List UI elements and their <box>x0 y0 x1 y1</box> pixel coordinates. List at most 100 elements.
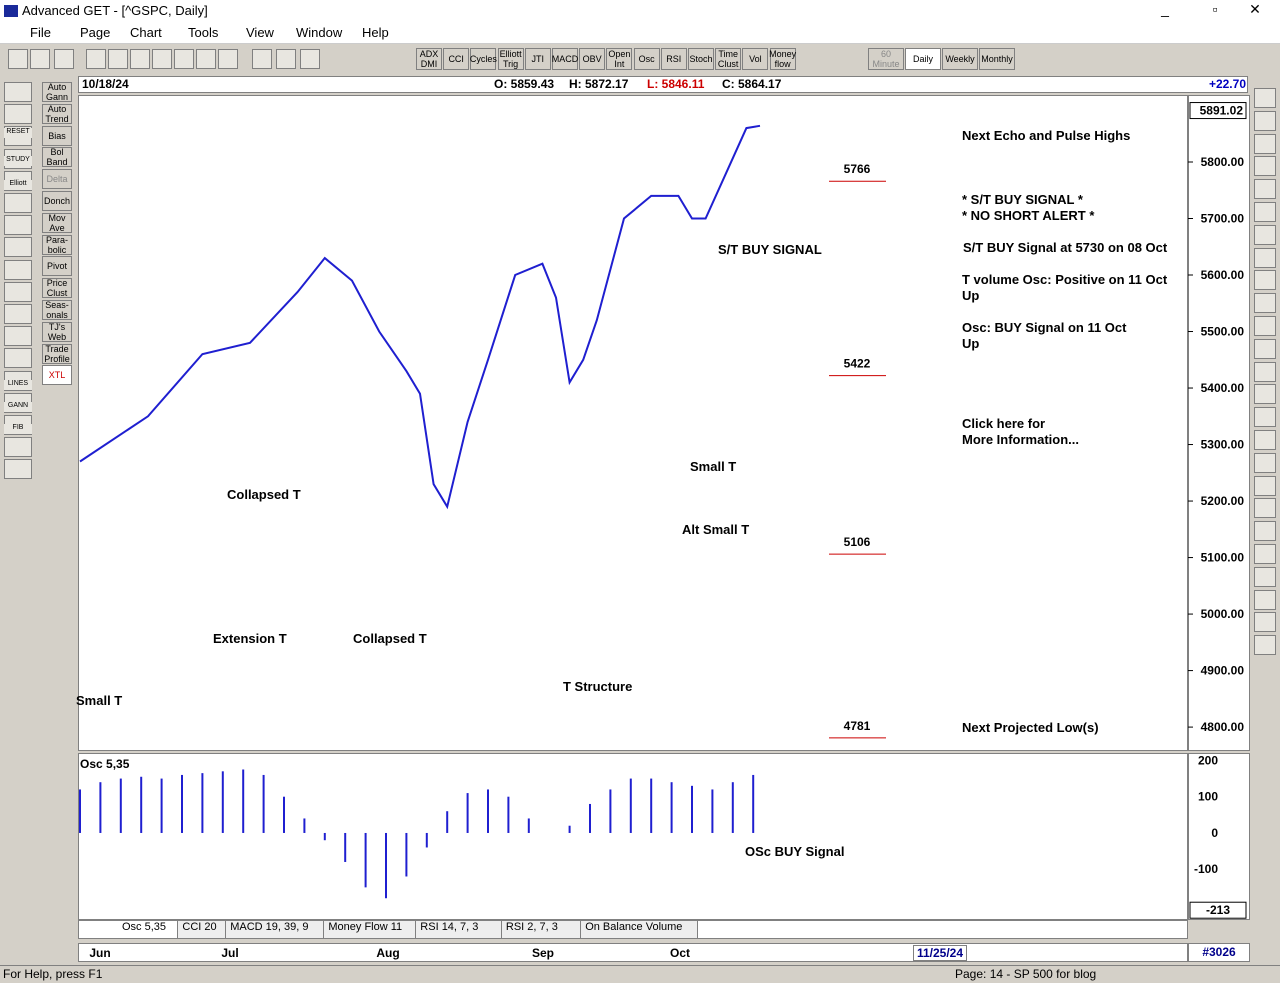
side-icon[interactable] <box>1254 475 1276 496</box>
side-icon[interactable] <box>1254 179 1276 200</box>
toolbar-button[interactable]: Open Int <box>606 48 633 70</box>
tool-icon[interactable] <box>300 49 320 69</box>
side-icon[interactable] <box>1254 430 1276 450</box>
side-icon[interactable] <box>1254 407 1276 428</box>
study-button[interactable]: Auto Gann <box>42 82 72 102</box>
tool-icon[interactable] <box>54 49 74 69</box>
study-button[interactable]: Pivot <box>42 256 72 277</box>
timeframe-button[interactable]: 60 Minute <box>868 48 904 70</box>
tool-icon[interactable] <box>4 215 32 236</box>
side-icon[interactable] <box>1254 452 1276 473</box>
tab[interactable]: RSI 14, 7, 3 <box>416 921 502 938</box>
side-icon[interactable] <box>1254 544 1276 564</box>
toolbar-button[interactable]: RSI <box>660 48 687 70</box>
tool-icon[interactable] <box>174 49 194 69</box>
study-button[interactable]: Trade Profile <box>42 343 72 364</box>
side-icon[interactable] <box>1254 635 1276 656</box>
tool-icon[interactable] <box>30 49 50 69</box>
tool-icon[interactable] <box>276 49 296 69</box>
study-button[interactable]: Delta <box>42 169 72 190</box>
menu-item[interactable]: Help <box>362 25 389 40</box>
side-icon[interactable] <box>1254 316 1276 336</box>
toolbar-button[interactable]: Vol <box>742 48 769 70</box>
tool-icon[interactable] <box>4 237 32 258</box>
tool-icon[interactable] <box>130 49 150 69</box>
toolbar-button[interactable]: Cycles <box>470 48 497 70</box>
side-icon[interactable] <box>1254 110 1276 131</box>
study-button[interactable]: TJ's Web <box>42 321 72 342</box>
toolbar-button[interactable]: Osc <box>633 48 660 70</box>
study-button[interactable]: Bol Band <box>42 147 72 168</box>
tab[interactable]: RSI 2, 7, 3 <box>501 921 582 938</box>
timeframe-button[interactable]: Monthly <box>979 48 1015 70</box>
window-button[interactable]: _ <box>1161 1 1169 17</box>
tool-icon[interactable] <box>8 49 28 69</box>
timeframe-button[interactable]: Weekly <box>942 48 978 70</box>
tool-icon[interactable] <box>86 49 106 69</box>
menu-item[interactable]: Tools <box>188 25 219 40</box>
tool-icon[interactable] <box>4 326 32 347</box>
window-button[interactable]: ✕ <box>1249 1 1261 17</box>
side-icon[interactable] <box>1254 566 1276 587</box>
study-button[interactable]: Auto Trend <box>42 103 72 124</box>
tool-icon[interactable] <box>4 82 32 102</box>
tool-icon[interactable] <box>4 437 32 458</box>
side-icon[interactable] <box>1254 338 1276 359</box>
side-icon[interactable] <box>1254 361 1276 382</box>
tool-icon[interactable] <box>152 49 172 69</box>
tool-icon[interactable] <box>252 49 272 69</box>
tool-icon[interactable] <box>4 104 32 125</box>
toolbar-button[interactable]: Elliott Trig <box>497 48 524 70</box>
tool-icon[interactable] <box>108 49 128 69</box>
side-icon[interactable] <box>1254 88 1276 108</box>
tool-icon[interactable] <box>4 193 32 213</box>
side-icon[interactable] <box>1254 202 1276 222</box>
toolbar-button[interactable]: ADX DMI <box>416 48 442 70</box>
side-icon[interactable] <box>1254 384 1276 405</box>
toolbar-button[interactable]: CCI <box>443 48 470 70</box>
menu-item[interactable]: File <box>30 25 51 40</box>
study-button[interactable]: Price Clust <box>42 278 72 299</box>
tool-icon[interactable] <box>4 459 32 480</box>
tab[interactable]: Money Flow 11 <box>324 921 417 938</box>
toolbar-button[interactable]: OBV <box>579 48 606 70</box>
menu-bar <box>0 22 1280 44</box>
side-icon[interactable] <box>1254 270 1276 291</box>
menu-item[interactable]: Window <box>296 25 343 40</box>
side-icon[interactable] <box>1254 521 1276 542</box>
tool-icon[interactable] <box>196 49 216 69</box>
window-button[interactable]: ▫ <box>1212 1 1218 17</box>
study-button[interactable]: Para-bolic <box>42 234 72 255</box>
tool-icon[interactable] <box>4 281 32 302</box>
side-icon[interactable] <box>1254 498 1276 519</box>
side-icon[interactable] <box>1254 224 1276 245</box>
side-icon[interactable] <box>1254 589 1276 610</box>
study-button[interactable]: XTL <box>42 365 72 386</box>
study-button[interactable]: Bias <box>42 125 72 146</box>
study-button[interactable]: Mov Ave <box>42 212 72 233</box>
toolbar-button[interactable]: JTI <box>524 48 551 70</box>
menu-item[interactable]: View <box>246 25 274 40</box>
tool-icon[interactable] <box>218 49 238 69</box>
menu-item[interactable]: Page <box>80 25 111 40</box>
tab[interactable]: CCI 20 <box>178 921 227 938</box>
side-icon[interactable] <box>1254 133 1276 154</box>
side-icon[interactable] <box>1254 293 1276 314</box>
tab[interactable]: MACD 19, 39, 9 <box>226 921 325 938</box>
tool-icon[interactable] <box>4 259 32 280</box>
toolbar-button[interactable]: Money flow <box>769 48 797 70</box>
study-button[interactable]: Seas-onals <box>42 300 72 320</box>
tab[interactable]: Osc 5,35 <box>118 921 179 938</box>
toolbar-button[interactable]: MACD <box>552 48 578 70</box>
menu-item[interactable]: Chart <box>130 25 162 40</box>
side-icon[interactable] <box>1254 612 1276 633</box>
toolbar-button[interactable]: Time Clust <box>715 48 742 70</box>
side-icon[interactable] <box>1254 156 1276 177</box>
study-button[interactable]: Donch <box>42 191 72 211</box>
timeframe-button[interactable]: Daily <box>905 48 941 70</box>
side-icon[interactable] <box>1254 247 1276 268</box>
tool-icon[interactable] <box>4 348 32 369</box>
tool-icon[interactable] <box>4 304 32 324</box>
toolbar-button[interactable]: Stoch <box>688 48 714 70</box>
tab[interactable]: On Balance Volume <box>581 921 699 938</box>
